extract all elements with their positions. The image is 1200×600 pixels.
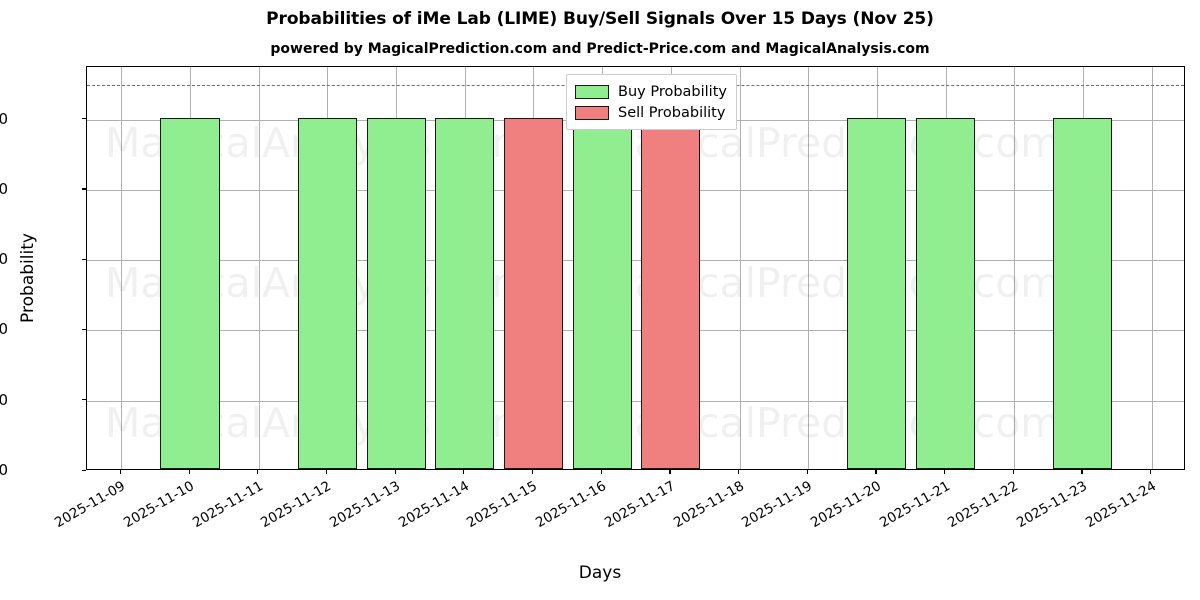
x-tick-mark (394, 470, 396, 474)
bar (572, 117, 632, 469)
bar (297, 117, 357, 469)
x-tick-mark (806, 470, 808, 474)
bar (916, 117, 976, 469)
grid-line-vertical (121, 67, 123, 469)
y-tick-mark (82, 328, 86, 331)
x-tick-mark (875, 470, 877, 474)
grid-line-horizontal (87, 330, 1184, 332)
bar (160, 117, 220, 469)
bar (641, 117, 701, 469)
y-tick-label: 60 (0, 250, 8, 269)
legend-item[interactable]: Sell Probability (575, 102, 727, 123)
legend-item[interactable]: Buy Probability (575, 81, 727, 102)
x-tick-mark (1081, 470, 1083, 474)
y-tick-mark (82, 258, 86, 260)
bar (847, 117, 907, 469)
grid-line-horizontal (87, 400, 1184, 402)
x-tick-mark (738, 470, 740, 474)
y-tick-mark (82, 469, 86, 471)
legend-label: Buy Probability (618, 83, 727, 100)
grid-line-vertical (1014, 67, 1016, 469)
x-tick-mark (119, 470, 122, 474)
x-tick-mark (257, 470, 259, 474)
y-tick-label: 40 (0, 320, 8, 339)
chart-title: Probabilities of iMe Lab (LIME) Buy/Sell… (266, 9, 934, 29)
legend-label: Sell Probability (618, 104, 726, 121)
bar (435, 117, 495, 469)
bar (503, 117, 563, 469)
chart-subtitle: powered by MagicalPrediction.com and Pre… (270, 41, 930, 57)
grid-line-vertical (258, 67, 260, 469)
bar (1053, 117, 1113, 469)
y-tick-label: 80 (0, 179, 8, 198)
grid-line-horizontal (87, 189, 1184, 191)
legend-swatch-icon (575, 84, 609, 99)
y-axis-label: Probability (18, 233, 38, 323)
y-tick-label: 0 (0, 461, 8, 479)
x-axis-label: Days (578, 563, 622, 583)
y-tick-label: 100 (0, 109, 8, 128)
grid-line-vertical (1151, 67, 1153, 469)
y-tick-mark (82, 399, 86, 401)
x-tick-mark (463, 470, 465, 474)
x-tick-mark (531, 470, 534, 474)
x-tick-mark (188, 470, 190, 474)
x-tick-mark (600, 470, 602, 474)
grid-line-vertical (739, 67, 741, 469)
grid-line-vertical (808, 67, 810, 469)
grid-line-horizontal (87, 260, 1184, 262)
x-tick-mark (944, 470, 946, 474)
x-tick-mark (1150, 470, 1152, 474)
x-tick-mark (1012, 470, 1014, 474)
chart-legend: Buy Probability Sell Probability (566, 74, 737, 130)
y-tick-mark (82, 188, 86, 190)
x-tick-mark (325, 470, 328, 474)
bar (366, 117, 426, 469)
y-tick-label: 20 (0, 390, 8, 409)
y-tick-mark (82, 118, 86, 120)
x-tick-mark (669, 470, 671, 474)
legend-swatch-icon (575, 105, 609, 120)
